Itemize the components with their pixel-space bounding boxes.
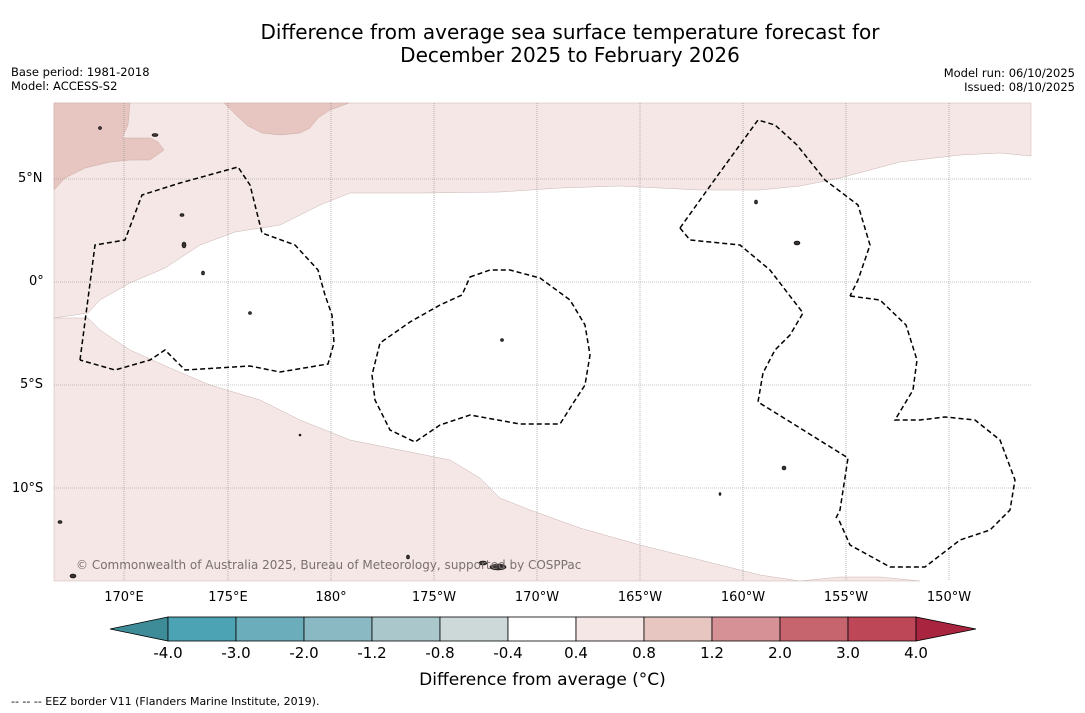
issued-date: Issued: 08/10/2025 — [964, 80, 1075, 94]
colorbar-extend-high — [915, 616, 977, 642]
colorbar-tick-label: -4.0 — [153, 644, 183, 662]
lon-label-175w: 175°W — [411, 590, 457, 605]
eez-border-line-islands-north — [679, 119, 871, 297]
eez-border-phoenix — [371, 269, 591, 443]
lon-label-165w: 165°W — [617, 590, 663, 605]
colorbar-tick-label: 0.8 — [632, 644, 656, 662]
lon-label-175e: 175°E — [208, 590, 248, 605]
colorbar-segment-8 — [643, 616, 713, 642]
colorbar-segment-1 — [167, 616, 237, 642]
anomaly-region-southeast — [799, 576, 921, 582]
island-10 — [57, 520, 63, 524]
island-13 — [781, 465, 787, 471]
eez-footnote: -- -- -- EEZ border V11 (Flanders Marine… — [11, 695, 320, 708]
colorbar — [109, 616, 977, 642]
lat-label-5s: 5°S — [20, 377, 44, 392]
colorbar-segment-7 — [575, 616, 645, 642]
title-line-1: Difference from average sea surface temp… — [260, 20, 880, 44]
island-12 — [406, 554, 410, 560]
island-1 — [181, 241, 187, 249]
lon-label-170w: 170°W — [514, 590, 560, 605]
colorbar-extend-low — [109, 616, 169, 642]
lon-label-180: 180° — [315, 590, 347, 605]
anomaly-region-north — [53, 102, 1032, 319]
lon-label-155w: 155°W — [823, 590, 869, 605]
title-line-2: December 2025 to February 2026 — [400, 43, 740, 67]
colorbar-tick-label: 2.0 — [768, 644, 792, 662]
colorbar-segment-6 — [507, 616, 577, 642]
island-4 — [151, 133, 159, 137]
colorbar-tick-label: 3.0 — [836, 644, 860, 662]
colorbar-title: Difference from average (°C) — [419, 670, 666, 690]
meta-right: Model run: 06/10/2025 Issued: 08/10/2025 — [944, 66, 1075, 94]
colorbar-segment-9 — [711, 616, 781, 642]
island-15 — [248, 311, 252, 315]
island-16 — [500, 338, 504, 342]
colorbar-segment-11 — [847, 616, 917, 642]
colorbar-tick-label: -3.0 — [221, 644, 251, 662]
island-11 — [69, 573, 77, 579]
island-2 — [201, 270, 205, 276]
lat-label-0: 0° — [29, 274, 44, 289]
island-14 — [718, 492, 722, 496]
grid-lines — [54, 103, 1031, 581]
colorbar-tick-label: 4.0 — [904, 644, 928, 662]
colorbar-segment-3 — [303, 616, 373, 642]
colorbar-segment-10 — [779, 616, 849, 642]
eez-border-kiribati-gilbert — [79, 166, 335, 373]
island-9 — [478, 560, 488, 566]
island-6 — [754, 199, 758, 205]
colorbar-tick-label: 0.4 — [564, 644, 588, 662]
model-name: Model: ACCESS-S2 — [11, 79, 118, 93]
lon-label-150w: 150°W — [926, 590, 972, 605]
base-period: Base period: 1981-2018 — [11, 65, 150, 79]
eez-border-line-islands-central — [679, 227, 849, 519]
island-8 — [489, 563, 507, 571]
anomaly-region-south — [53, 317, 801, 582]
colorbar-segment-4 — [371, 616, 441, 642]
lon-label-160w: 160°W — [720, 590, 766, 605]
anomaly-patch-nw — [53, 102, 165, 191]
island-7 — [793, 240, 801, 246]
model-run: Model run: 06/10/2025 — [943, 66, 1075, 80]
island-5 — [98, 126, 102, 130]
colorbar-segment-5 — [439, 616, 509, 642]
meta-left: Base period: 1981-2018 Model: ACCESS-S2 — [11, 65, 150, 93]
island-3 — [179, 213, 185, 217]
lon-label-170e: 170°E — [104, 590, 144, 605]
colorbar-tick-label: -2.0 — [289, 644, 319, 662]
island-17 — [298, 433, 302, 437]
lat-label-5n: 5°N — [18, 171, 43, 186]
anomaly-patch-north — [223, 102, 350, 136]
lat-label-10s: 10°S — [12, 481, 44, 496]
colorbar-segment-2 — [235, 616, 305, 642]
colorbar-tick-label: -0.8 — [425, 644, 455, 662]
colorbar-tick-label: -0.4 — [493, 644, 523, 662]
colorbar-tick-label: -1.2 — [357, 644, 387, 662]
colorbar-tick-label: 1.2 — [700, 644, 724, 662]
map-title: Difference from average sea surface temp… — [0, 21, 1085, 67]
copyright-notice: © Commonwealth of Australia 2025, Bureau… — [76, 558, 582, 572]
eez-border-line-islands-south — [837, 295, 1016, 568]
islands — [57, 126, 801, 579]
eez-borders — [79, 119, 1016, 568]
